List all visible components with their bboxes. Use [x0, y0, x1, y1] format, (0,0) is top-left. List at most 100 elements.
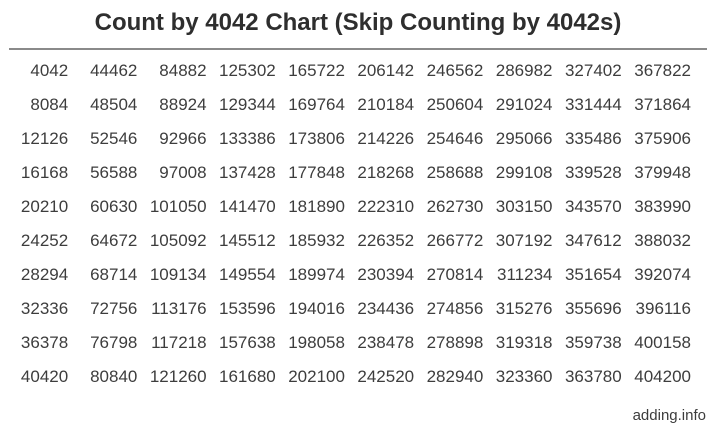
- grid-cell: 52546: [90, 129, 138, 148]
- grid-cell: 286982: [495, 61, 553, 80]
- grid-cell: 28294: [20, 265, 69, 284]
- grid-cell: 367822: [634, 61, 691, 80]
- grid-cell: 234436: [357, 299, 415, 318]
- grid-cell: 32336: [20, 299, 69, 318]
- grid-cell: 371864: [634, 95, 691, 114]
- grid-cell: 12126: [20, 129, 69, 148]
- grid-cell: 230394: [357, 265, 415, 284]
- grid-cell: 351654: [564, 265, 622, 284]
- grid-cell: 250604: [426, 95, 484, 114]
- grid-cell: 181890: [288, 197, 345, 216]
- grid-cell: 222310: [357, 197, 415, 216]
- skip-counting-table: 4042 44462 84882 125302 165722 206142 246562 28…: [8, 54, 700, 394]
- grid-cell: 173806: [288, 129, 345, 148]
- site-watermark: adding.info: [632, 407, 706, 424]
- grid-cell: 210184: [357, 95, 415, 114]
- grid-cell: 133386: [219, 129, 276, 148]
- grid-cell: 185932: [288, 231, 345, 250]
- grid-cell: 202100: [288, 367, 345, 386]
- grid-cell: 388032: [634, 231, 691, 250]
- grid-cell: 129344: [219, 95, 276, 114]
- table-row: 4042 44462 84882 125302 165722 206142 246562 28…: [8, 54, 700, 88]
- grid-cell: 8084: [30, 95, 69, 114]
- grid-cell: 113176: [151, 299, 207, 318]
- grid-cell: 323360: [495, 367, 553, 386]
- grid-cell: 291024: [495, 95, 553, 114]
- grid-cell: 363780: [564, 367, 622, 386]
- grid-cell: 137428: [219, 163, 276, 182]
- grid-cell: 270814: [426, 265, 484, 284]
- grid-cell: 194016: [288, 299, 345, 318]
- grid-cell: 64672: [90, 231, 138, 250]
- grid-cell: 125302: [219, 61, 276, 80]
- grid-cell: 169764: [288, 95, 345, 114]
- grid-cell: 92966: [159, 129, 207, 148]
- grid-cell: 307192: [495, 231, 553, 250]
- grid-cell: 121260: [149, 367, 207, 386]
- grid-cell: 311234: [497, 265, 553, 284]
- grid-cell: 266772: [426, 231, 484, 250]
- grid-cell: 331444: [564, 95, 622, 114]
- grid-cell: 242520: [357, 367, 415, 386]
- grid-cell: 56588: [90, 163, 138, 182]
- grid-cell: 214226: [357, 129, 415, 148]
- table-row: 40420 80840 121260 161680 202100 242520 282940…: [8, 360, 700, 394]
- skip-counting-table-body: 4042 44462 84882 125302 165722 206142 246562 28…: [8, 54, 700, 394]
- table-row: 12126 52546 92966 133386 173806 214226 254646 2…: [8, 122, 700, 156]
- table-row: 8084 48504 88924 129344 169764 210184 250604 29…: [8, 88, 700, 122]
- grid-cell: 145512: [219, 231, 276, 250]
- grid-cell: 295066: [495, 129, 553, 148]
- grid-cell: 101050: [149, 197, 207, 216]
- grid-cell: 355696: [564, 299, 622, 318]
- grid-cell: 282940: [426, 367, 484, 386]
- grid-cell: 319318: [495, 333, 553, 352]
- grid-cell: 335486: [564, 129, 622, 148]
- grid-cell: 375906: [634, 129, 691, 148]
- grid-cell: 161680: [219, 367, 276, 386]
- table-row: 16168 56588 97008 137428 177848 218268 258688 2…: [8, 156, 700, 190]
- grid-cell: 20210: [20, 197, 69, 216]
- grid-cell: 218268: [357, 163, 415, 182]
- grid-cell: 157638: [219, 333, 276, 352]
- grid-cell: 274856: [426, 299, 484, 318]
- grid-cell: 165722: [288, 61, 345, 80]
- grid-cell: 278898: [426, 333, 484, 352]
- grid-cell: 48504: [90, 95, 138, 114]
- table-row: 36378 76798 117218 157638 198058 238478 278898…: [8, 326, 700, 360]
- grid-cell: 97008: [159, 163, 207, 182]
- grid-cell: 105092: [149, 231, 207, 250]
- grid-cell: 404200: [634, 367, 691, 386]
- grid-cell: 149554: [219, 265, 276, 284]
- grid-cell: 68714: [90, 265, 138, 284]
- grid-cell: 60630: [90, 197, 138, 216]
- grid-cell: 16168: [20, 163, 69, 182]
- table-row: 32336 72756 113176 153596 194016 234436 274856…: [8, 292, 700, 326]
- grid-cell: 36378: [20, 333, 69, 352]
- table-row: 28294 68714 109134 149554 189974 230394 270814…: [8, 258, 700, 292]
- grid-cell: 327402: [564, 61, 622, 80]
- grid-cell: 254646: [426, 129, 484, 148]
- grid-cell: 141470: [219, 197, 276, 216]
- grid-cell: 315276: [495, 299, 553, 318]
- grid-cell: 189974: [288, 265, 345, 284]
- grid-cell: 84882: [159, 61, 207, 80]
- grid-cell: 299108: [495, 163, 553, 182]
- grid-cell: 226352: [357, 231, 415, 250]
- grid-cell: 359738: [564, 333, 622, 352]
- grid-cell: 177848: [288, 163, 345, 182]
- table-row: 20210 60630 101050 141470 181890 222310 262730…: [8, 190, 700, 224]
- grid-cell: 40420: [20, 367, 69, 386]
- title-divider: [9, 48, 707, 50]
- table-row: 24252 64672 105092 145512 185932 226352 266772…: [8, 224, 700, 258]
- grid-cell: 76798: [90, 333, 138, 352]
- grid-cell: 153596: [219, 299, 276, 318]
- grid-cell: 262730: [426, 197, 484, 216]
- grid-cell: 392074: [634, 265, 691, 284]
- grid-cell: 303150: [495, 197, 553, 216]
- grid-cell: 396116: [635, 299, 691, 318]
- grid-cell: 24252: [20, 231, 69, 250]
- grid-cell: 238478: [357, 333, 415, 352]
- page-title: Count by 4042 Chart (Skip Counting by 40…: [94, 9, 622, 36]
- grid-cell: 80840: [90, 367, 138, 386]
- grid-cell: 72756: [90, 299, 138, 318]
